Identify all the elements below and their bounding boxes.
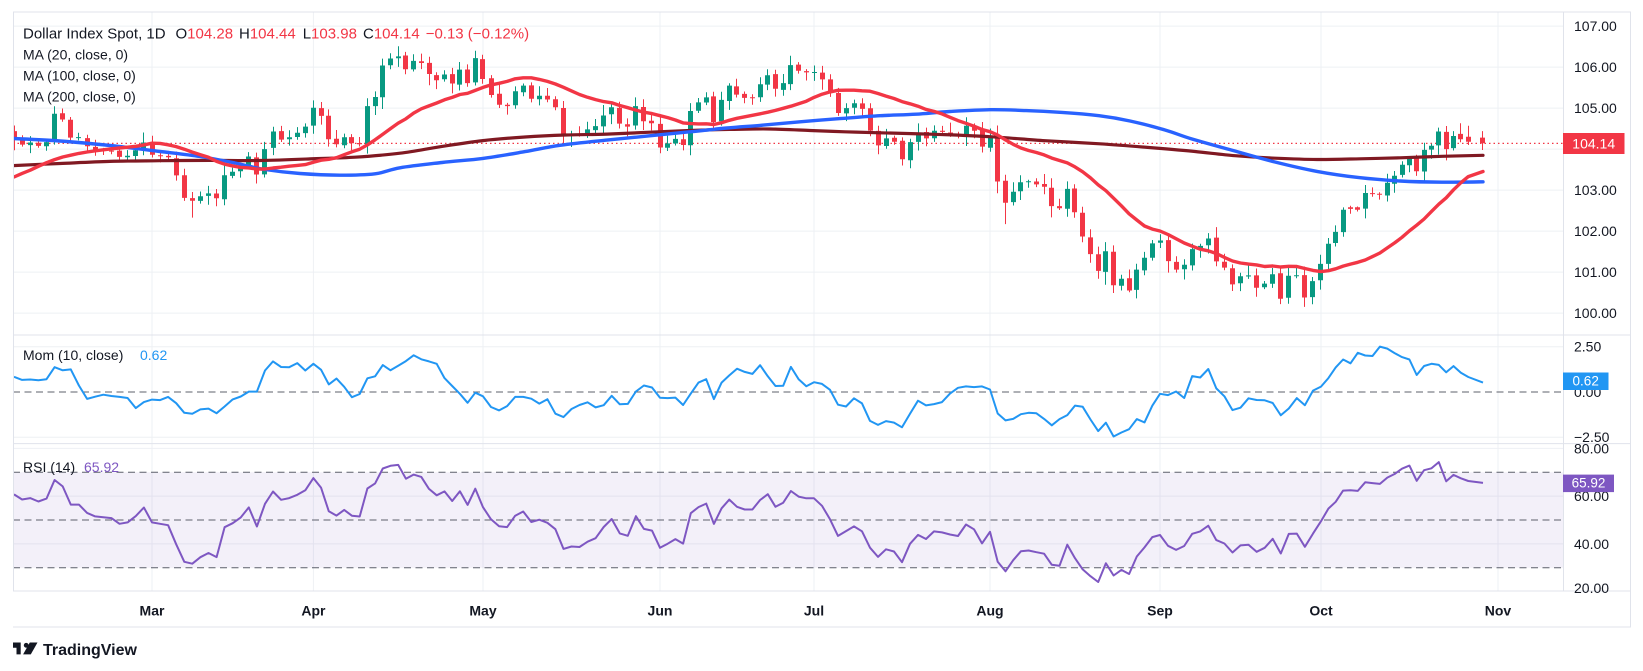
svg-text:65.92: 65.92 xyxy=(84,459,119,475)
svg-text:Aug: Aug xyxy=(976,603,1003,619)
svg-text:2.50: 2.50 xyxy=(1574,339,1601,355)
svg-text:MA (100, close, 0): MA (100, close, 0) xyxy=(23,67,136,83)
svg-text:Nov: Nov xyxy=(1485,603,1512,619)
svg-text:65.92: 65.92 xyxy=(1572,476,1606,491)
svg-text:May: May xyxy=(469,603,496,619)
svg-text:−2.50: −2.50 xyxy=(1574,429,1610,445)
svg-text:Mar: Mar xyxy=(140,603,165,619)
svg-text:Jun: Jun xyxy=(648,603,673,619)
svg-text:Mom (10, close): Mom (10, close) xyxy=(23,347,123,363)
svg-text:104.14: 104.14 xyxy=(1572,135,1615,151)
svg-text:40.00: 40.00 xyxy=(1574,536,1609,552)
svg-text:106.00: 106.00 xyxy=(1574,59,1617,75)
svg-text:0.62: 0.62 xyxy=(140,347,167,363)
svg-text:107.00: 107.00 xyxy=(1574,18,1617,34)
svg-text:101.00: 101.00 xyxy=(1574,264,1617,280)
svg-text:0.62: 0.62 xyxy=(1573,374,1599,389)
svg-text:80.00: 80.00 xyxy=(1574,440,1609,456)
svg-text:105.00: 105.00 xyxy=(1574,100,1617,116)
svg-text:Oct: Oct xyxy=(1309,603,1333,619)
svg-text:RSI (14): RSI (14) xyxy=(23,459,75,475)
svg-text:MA (200, close, 0): MA (200, close, 0) xyxy=(23,88,136,104)
svg-text:TradingView: TradingView xyxy=(43,642,138,659)
svg-text:Sep: Sep xyxy=(1147,603,1173,619)
svg-text:102.00: 102.00 xyxy=(1574,223,1617,239)
svg-text:Jul: Jul xyxy=(804,603,824,619)
svg-text:103.00: 103.00 xyxy=(1574,182,1617,198)
svg-text:100.00: 100.00 xyxy=(1574,305,1617,321)
svg-text:Apr: Apr xyxy=(301,603,326,619)
svg-text:20.00: 20.00 xyxy=(1574,580,1609,596)
svg-text:MA (20, close, 0): MA (20, close, 0) xyxy=(23,46,128,62)
